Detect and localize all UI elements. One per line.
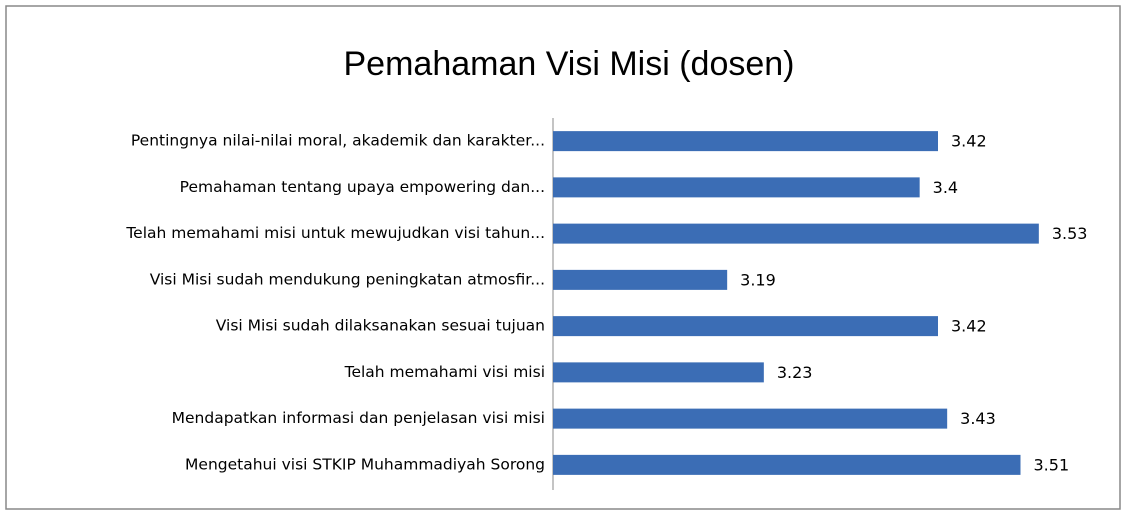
y-tick-label: Mendapatkan informasi dan penjelasan vis… xyxy=(172,409,545,427)
y-tick-label: Telah memahami misi untuk mewujudkan vis… xyxy=(125,224,545,242)
value-label: 3.19 xyxy=(740,270,776,289)
value-label: 3.53 xyxy=(1052,224,1088,243)
value-label: 3.42 xyxy=(951,317,987,336)
value-label: 3.43 xyxy=(960,409,996,428)
value-label: 3.42 xyxy=(951,132,987,151)
y-tick-label: Pemahaman tentang upaya empowering dan..… xyxy=(180,178,545,196)
y-tick-label: Mengetahui visi STKIP Muhammadiyah Soron… xyxy=(185,455,545,473)
bar xyxy=(553,269,728,290)
bar xyxy=(553,177,920,198)
y-tick-label: Visi Misi sudah mendukung peningkatan at… xyxy=(150,270,545,288)
value-label: 3.4 xyxy=(933,178,958,197)
chart-title: Pemahaman Visi Misi (dosen) xyxy=(344,45,795,83)
bar xyxy=(553,223,1039,244)
value-label: 3.51 xyxy=(1034,455,1070,474)
y-tick-label: Telah memahami visi misi xyxy=(344,363,545,381)
bar xyxy=(553,131,938,152)
bar xyxy=(553,454,1021,475)
y-tick-label: Visi Misi sudah dilaksanakan sesuai tuju… xyxy=(216,317,545,335)
value-label: 3.23 xyxy=(777,363,813,382)
bar xyxy=(553,316,938,337)
y-tick-label: Pentingnya nilai-nilai moral, akademik d… xyxy=(131,132,545,150)
bar xyxy=(553,362,764,383)
bar xyxy=(553,408,948,429)
